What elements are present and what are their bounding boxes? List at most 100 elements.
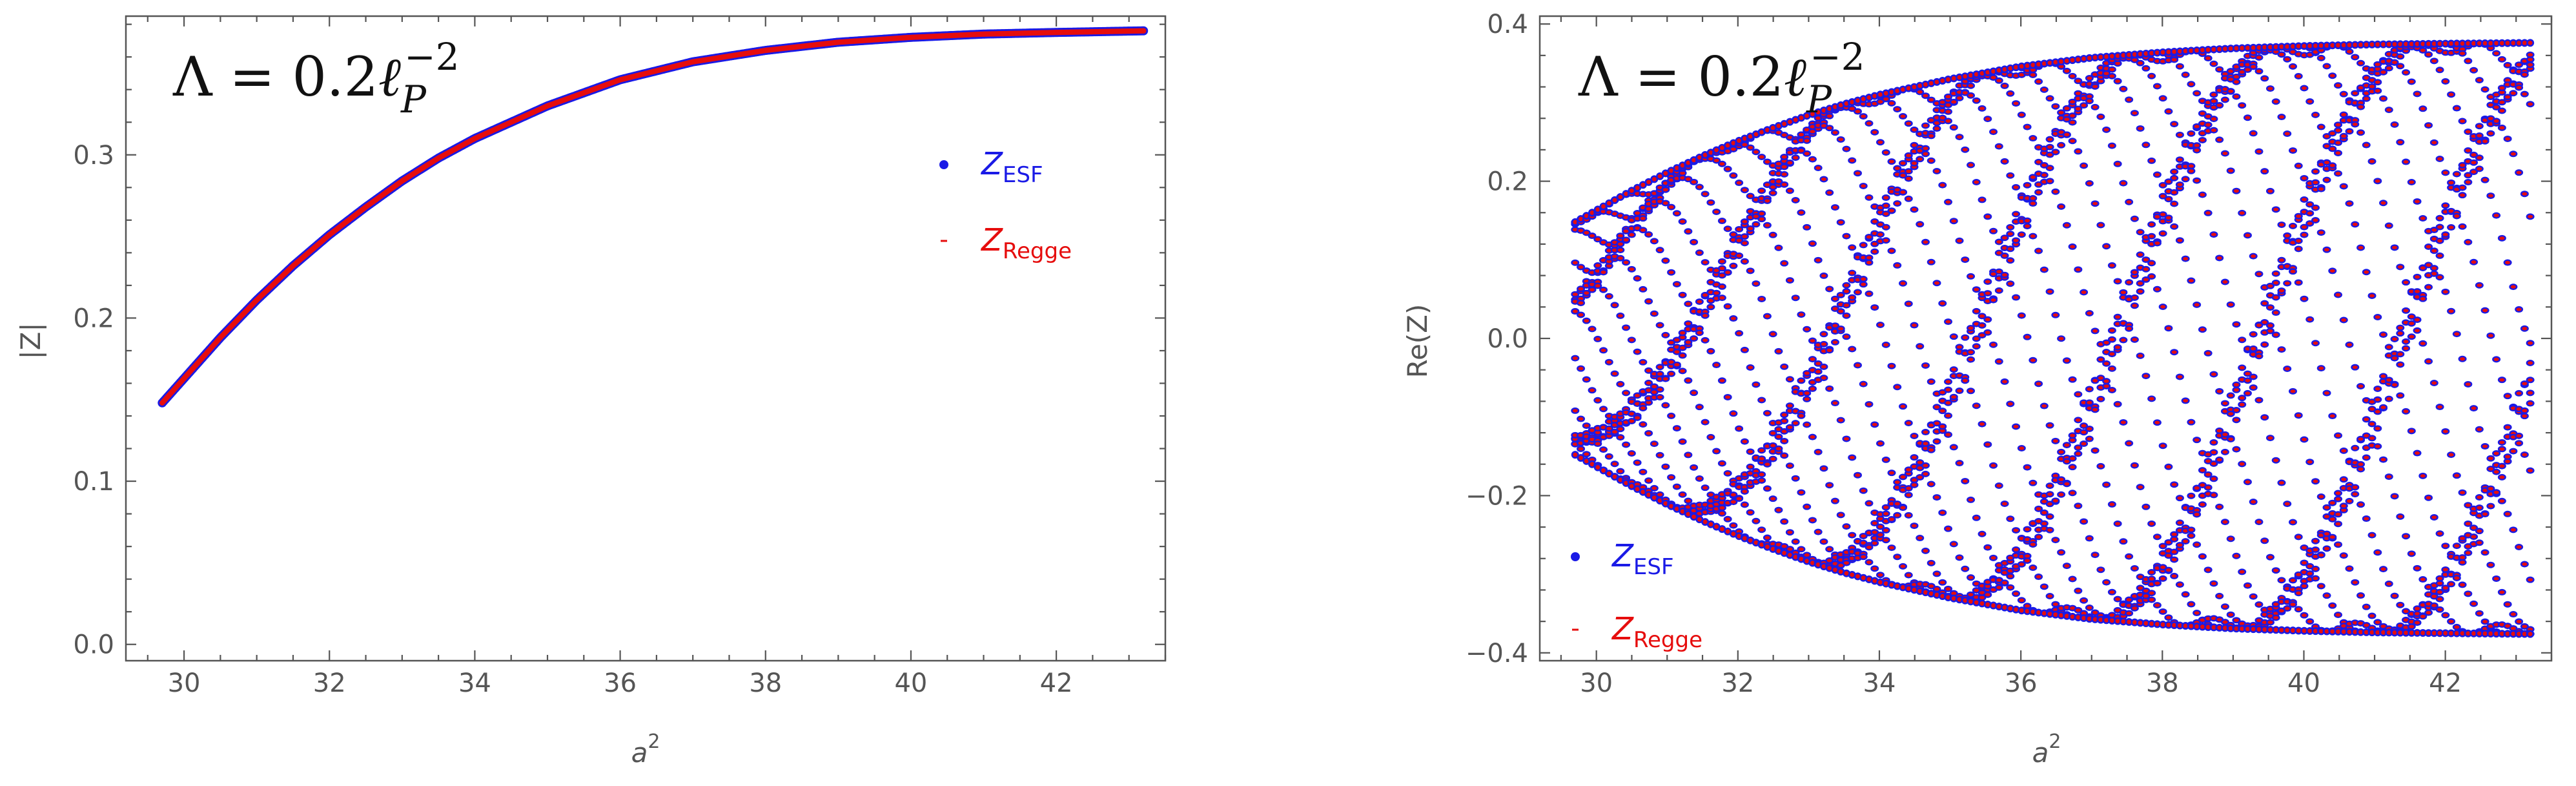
regge-point (1945, 110, 1951, 114)
regge-point (1810, 130, 1815, 134)
regge-point (2030, 196, 2036, 200)
regge-point (2047, 424, 2053, 428)
regge-point (1888, 249, 1894, 253)
regge-point (1957, 345, 1963, 349)
regge-point (1939, 409, 1945, 413)
regge-point (1894, 502, 1900, 506)
regge-point (1923, 430, 1928, 434)
regge-point (1799, 116, 1804, 120)
right-series-points (1571, 39, 2535, 638)
regge-point (2008, 606, 2013, 611)
left-y-tick-label: 0.0 (73, 630, 114, 660)
regge-point (1686, 512, 1691, 517)
regge-point (1815, 166, 1821, 170)
regge-point (1578, 301, 1584, 305)
regge-point (2064, 118, 2070, 121)
regge-point (1974, 309, 1979, 313)
right-y-tick-label: 0.0 (1487, 324, 1528, 354)
regge-point (1640, 228, 1646, 232)
regge-point (1911, 478, 1917, 482)
regge-point (2075, 149, 2081, 154)
regge-point (2081, 163, 2087, 168)
regge-point (1770, 191, 1776, 195)
regge-point (1906, 586, 1911, 591)
regge-point (1691, 391, 1697, 395)
regge-point (1951, 395, 1957, 399)
regge-point (1934, 127, 1940, 130)
regge-point (1810, 338, 1815, 343)
regge-point (1775, 435, 1781, 439)
regge-point (1883, 512, 1889, 516)
regge-point (1990, 229, 1996, 233)
regge-point (2070, 491, 2076, 495)
regge-point (2002, 273, 2008, 277)
right-x-tick-label: 38 (2146, 668, 2179, 698)
regge-point (1798, 149, 1804, 152)
regge-point (1985, 117, 1990, 121)
regge-point (1612, 198, 1617, 203)
regge-point (1748, 450, 1753, 453)
regge-point (1624, 481, 1628, 486)
regge-point (1968, 599, 1973, 604)
regge-point (1685, 499, 1691, 503)
regge-point (1850, 572, 1855, 577)
regge-point (1945, 527, 1951, 531)
regge-point (2013, 528, 2019, 532)
regge-point (1629, 188, 1634, 193)
regge-point (1753, 382, 1759, 387)
regge-point (1691, 336, 1697, 340)
regge-point (2087, 437, 2092, 441)
regge-point (1894, 107, 1900, 111)
left-x-axis-label: a2 (631, 730, 660, 769)
regge-point (1775, 349, 1781, 353)
regge-point (2064, 132, 2070, 136)
regge-point (1928, 482, 1934, 486)
regge-point (1861, 114, 1866, 118)
regge-point (2075, 451, 2081, 456)
regge-point (1843, 437, 1849, 441)
regge-point (1725, 517, 1731, 521)
regge-point (1843, 314, 1849, 318)
regge-point (1843, 234, 1849, 238)
regge-point (1815, 362, 1821, 366)
regge-point (2030, 481, 2036, 485)
left-annotation: Λ = 0.2ℓP−2 (172, 35, 460, 121)
regge-point (1736, 238, 1742, 242)
regge-point (1804, 397, 1810, 401)
regge-point (2007, 258, 2013, 262)
regge-point (1928, 380, 1934, 384)
regge-point (2007, 92, 2013, 96)
regge-point (1962, 91, 1968, 95)
regge-point (1606, 471, 1611, 476)
regge-point (1787, 464, 1793, 468)
left-plot-frame (125, 15, 1167, 662)
regge-point (1793, 477, 1799, 481)
regge-point (2092, 329, 2098, 333)
right-x-tick-label: 40 (2287, 668, 2320, 698)
regge-point (2087, 56, 2092, 61)
regge-point (1821, 332, 1826, 336)
regge-point (2064, 459, 2070, 463)
regge-point (1843, 304, 1849, 307)
regge-point (2059, 59, 2063, 64)
regge-point (2087, 99, 2092, 103)
regge-point (1793, 118, 1798, 122)
regge-point (1804, 139, 1810, 143)
regge-point (2053, 612, 2058, 617)
regge-point (1662, 377, 1668, 381)
regge-point (1612, 462, 1618, 466)
regge-point (1736, 427, 1742, 431)
regge-point (1787, 547, 1793, 551)
regge-point (1680, 346, 1686, 350)
regge-point (1578, 417, 1584, 421)
regge-point (2081, 519, 2087, 524)
regge-point (1781, 165, 1787, 169)
regge-point (1821, 376, 1826, 380)
regge-point (1894, 264, 1900, 267)
regge-point (2052, 313, 2058, 317)
regge-point (1843, 284, 1849, 287)
regge-point (1968, 84, 1974, 88)
regge-point (1606, 201, 1611, 206)
right-y-tick-label: −0.4 (1466, 639, 1528, 668)
regge-point (1968, 94, 1974, 98)
